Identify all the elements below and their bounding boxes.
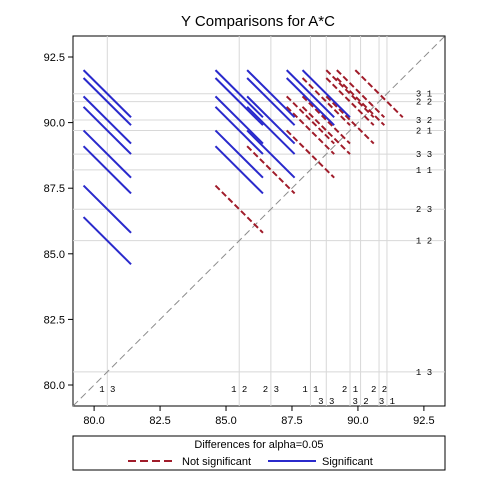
significant-segment bbox=[246, 95, 296, 145]
y-mean-label: 1 3 bbox=[416, 368, 432, 378]
significant-segment bbox=[246, 77, 296, 126]
y-mean-label: 2 3 bbox=[416, 205, 432, 215]
y-mean-label: 3 1 bbox=[416, 90, 432, 100]
y-mean-label: 3 3 bbox=[416, 150, 432, 160]
not-significant-segment bbox=[354, 69, 404, 119]
not-significant-segment bbox=[325, 69, 375, 119]
significant-segment bbox=[301, 69, 351, 119]
not-significant-segment bbox=[325, 77, 375, 126]
significant-segment bbox=[82, 216, 132, 266]
significant-segment bbox=[285, 69, 335, 119]
not-significant-segment bbox=[214, 184, 264, 234]
significant-segment bbox=[214, 77, 264, 126]
legend-not-significant-label: Not significant bbox=[182, 456, 251, 468]
significant-segment bbox=[246, 106, 296, 155]
significant-segment bbox=[82, 95, 132, 145]
significant-segment bbox=[246, 129, 296, 179]
y-tick-label: 80.0 bbox=[44, 380, 65, 392]
x-axis: 80.0 82.5 85.0 87.5 90.0 92.5 bbox=[83, 406, 435, 427]
significant-segment bbox=[82, 145, 132, 195]
not-significant-segment bbox=[301, 77, 351, 126]
significant-segment bbox=[82, 129, 132, 179]
x-mean-label: 1 1 bbox=[302, 385, 318, 395]
x-mean-label: 2 1 bbox=[342, 385, 358, 395]
y-tick-label: 92.5 bbox=[44, 52, 65, 64]
significant-segment bbox=[285, 77, 335, 126]
significant-segment bbox=[214, 129, 264, 179]
not-significant-segment bbox=[301, 106, 351, 155]
x-tick-label: 82.5 bbox=[149, 415, 170, 427]
x-mean-label: 1 2 bbox=[231, 385, 247, 395]
x-tick-label: 90.0 bbox=[347, 415, 368, 427]
legend-box bbox=[72, 435, 446, 471]
y-tick-label: 90.0 bbox=[44, 118, 65, 130]
significant-segment bbox=[82, 184, 132, 234]
not-significant-segment bbox=[285, 106, 335, 155]
significant-segment bbox=[82, 77, 132, 126]
significant-segment bbox=[214, 95, 264, 145]
y-axis: 80.0 82.5 85.0 87.5 90.0 92.5 bbox=[44, 52, 73, 392]
significant-segment bbox=[246, 69, 296, 119]
comparison-segments bbox=[82, 69, 404, 266]
significant-segment bbox=[82, 106, 132, 155]
x-mean-label: 3 2 bbox=[352, 397, 368, 407]
significant-segment bbox=[214, 69, 264, 119]
not-significant-segment bbox=[246, 145, 296, 195]
y-tick-label: 87.5 bbox=[44, 183, 65, 195]
y-mean-label: 2 1 bbox=[416, 126, 432, 136]
not-significant-segment bbox=[285, 95, 335, 145]
x-mean-label: 3 3 bbox=[318, 397, 334, 407]
x-tick-label: 87.5 bbox=[281, 415, 302, 427]
legend-title: Differences for alpha=0.05 bbox=[194, 439, 323, 451]
significant-segment bbox=[214, 145, 264, 195]
y-tick-label: 82.5 bbox=[44, 314, 65, 326]
not-significant-segment bbox=[336, 77, 386, 126]
y-tick-label: 85.0 bbox=[44, 249, 65, 261]
y-mean-label: 2 2 bbox=[416, 98, 432, 108]
chart-title: Y Comparisons for A*C bbox=[181, 13, 335, 30]
x-tick-label: 92.5 bbox=[413, 415, 434, 427]
not-significant-segment bbox=[285, 129, 335, 179]
not-significant-segment bbox=[325, 95, 375, 145]
not-significant-segment bbox=[301, 95, 351, 145]
significant-segment bbox=[82, 69, 132, 119]
mean-labels: 1 31 31 21 22 32 31 11 13 33 32 12 13 23… bbox=[99, 90, 432, 407]
x-mean-label: 3 1 bbox=[379, 397, 395, 407]
legend: Differences for alpha=0.05 Not significa… bbox=[72, 435, 446, 471]
y-mean-label: 3 2 bbox=[416, 116, 432, 126]
y-mean-label: 1 1 bbox=[416, 166, 432, 176]
x-tick-label: 85.0 bbox=[215, 415, 236, 427]
x-mean-label: 2 2 bbox=[371, 385, 387, 395]
significant-segment bbox=[214, 106, 264, 155]
x-mean-label: 1 3 bbox=[99, 385, 115, 395]
x-tick-label: 80.0 bbox=[83, 415, 104, 427]
legend-significant-label: Significant bbox=[322, 456, 373, 468]
not-significant-segment bbox=[336, 69, 386, 119]
y-mean-label: 1 2 bbox=[416, 237, 432, 247]
x-mean-label: 2 3 bbox=[263, 385, 279, 395]
